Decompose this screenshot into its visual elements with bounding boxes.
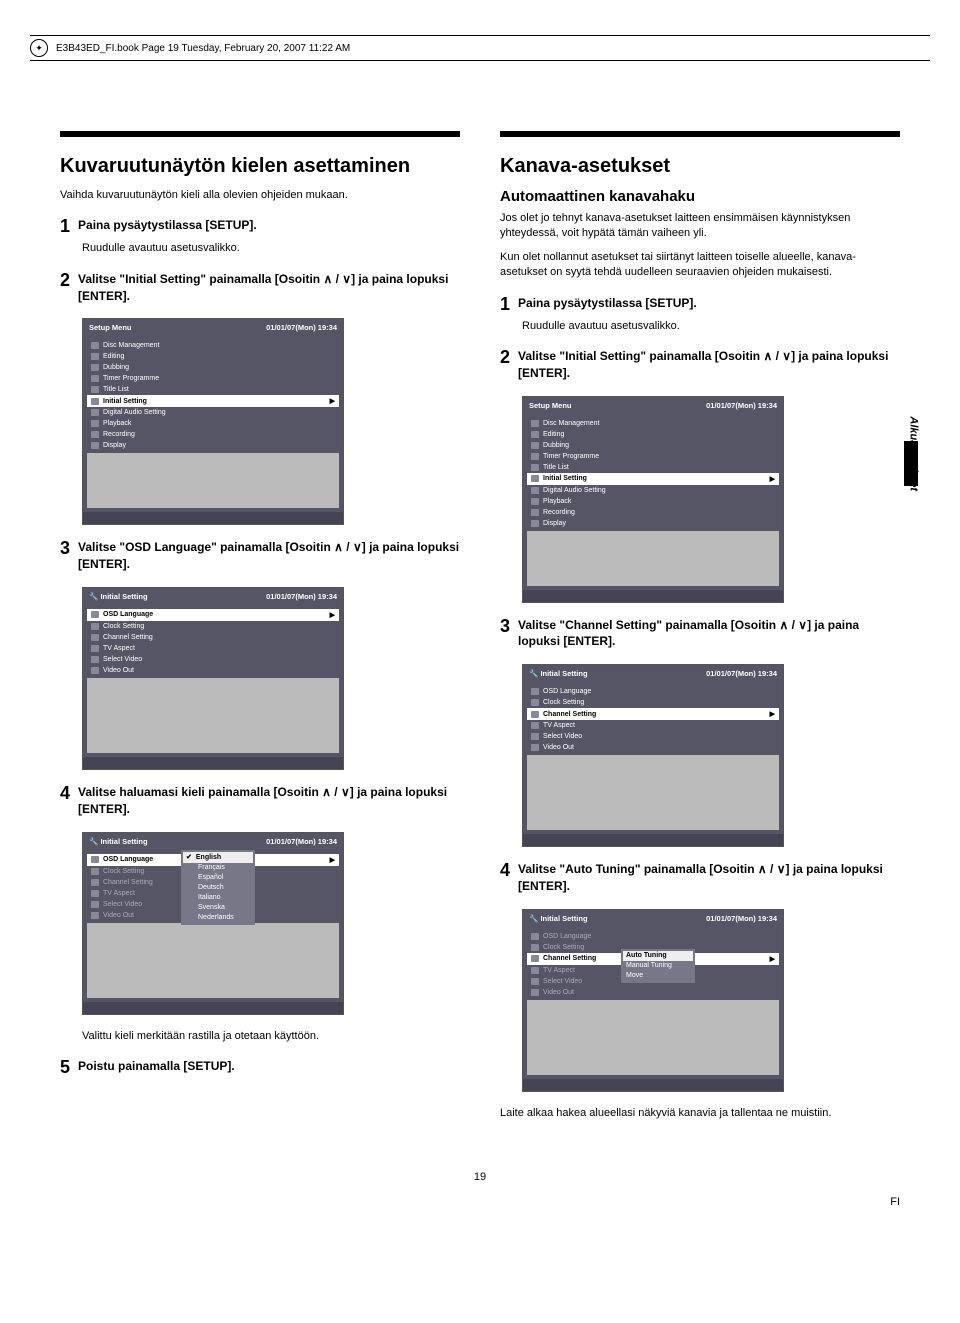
menu-item: Display: [527, 518, 779, 529]
step-number: 2: [500, 348, 510, 366]
menu-item: Disc Management: [527, 418, 779, 429]
step-text: Valitse "Initial Setting" painamalla [Os…: [518, 348, 900, 382]
step-number: 4: [60, 784, 70, 802]
step-number: 3: [500, 617, 510, 635]
side-tab-label: Alkuasetukset: [908, 416, 920, 491]
step-number: 1: [60, 217, 70, 235]
arrow-up-icon: ∧: [779, 618, 788, 632]
divider: [60, 131, 460, 137]
menu-item: Title List: [527, 462, 779, 473]
menu-item: Digital Audio Setting: [527, 485, 779, 496]
menu-item: OSD Language▶: [87, 609, 339, 621]
step-number: 2: [60, 271, 70, 289]
step-number: 3: [60, 539, 70, 557]
step-text: Paina pysäytystilassa [SETUP].: [78, 217, 460, 234]
arrow-up-icon: ∧: [334, 540, 343, 554]
initial-setting-figure-tuning: 🔧 Initial Setting01/01/07(Mon) 19:34 OSD…: [522, 909, 784, 1092]
setup-menu-figure-right: Setup Menu01/01/07(Mon) 19:34 Disc Manag…: [522, 396, 784, 603]
divider: [500, 131, 900, 137]
arrow-up-icon: ∧: [763, 349, 772, 363]
menu-item: OSD Language: [527, 931, 779, 942]
caption: Valittu kieli merkitään rastilla ja otet…: [82, 1029, 460, 1044]
right-p1: Jos olet jo tehnyt kanava-asetukset lait…: [500, 211, 900, 242]
right-subheading: Automaattinen kanavahaku: [500, 188, 900, 205]
initial-setting-figure-channel: 🔧 Initial Setting01/01/07(Mon) 19:34 OSD…: [522, 664, 784, 847]
tuning-option: Auto Tuning: [623, 951, 693, 961]
step-text: Valitse "Auto Tuning" painamalla [Osoiti…: [518, 861, 900, 895]
tuning-option: Manual Tuning: [623, 961, 693, 971]
menu-item: Dubbing: [87, 362, 339, 373]
menu-item: TV Aspect: [527, 720, 779, 731]
menu-item: Clock Setting: [87, 621, 339, 632]
menu-item: Editing: [527, 429, 779, 440]
menu-item: Initial Setting▶: [87, 395, 339, 407]
step-text: Valitse "OSD Language" painamalla [Osoit…: [78, 539, 460, 573]
menu-item: Select Video: [527, 731, 779, 742]
menu-item: Video Out: [527, 987, 779, 998]
menu-item: OSD Language: [527, 686, 779, 697]
menu-item: Playback: [527, 496, 779, 507]
step-number: 4: [500, 861, 510, 879]
arrow-down-icon: ∨: [341, 785, 350, 799]
menu-item: Recording: [87, 429, 339, 440]
step-text: Valitse "Initial Setting" painamalla [Os…: [78, 271, 460, 305]
menu-item: Video Out: [87, 665, 339, 676]
menu-item: Disc Management: [87, 340, 339, 351]
menu-item: Dubbing: [527, 440, 779, 451]
left-column: Kuvaruutunäytön kielen asettaminen Vaihd…: [60, 131, 460, 1131]
arrow-up-icon: ∧: [758, 862, 767, 876]
header-file-text: E3B43ED_FI.book Page 19 Tuesday, Februar…: [56, 43, 350, 54]
menu-item: Playback: [87, 418, 339, 429]
post-note: Laite alkaa hakea alueellasi näkyviä kan…: [500, 1106, 900, 1121]
tuning-option: Move: [623, 971, 693, 981]
step-number: 5: [60, 1058, 70, 1076]
menu-item: Timer Programme: [87, 373, 339, 384]
step-text: Paina pysäytystilassa [SETUP].: [518, 295, 900, 312]
right-p2: Kun olet nollannut asetukset tai siirtän…: [500, 250, 900, 281]
page-number: 19: [60, 1171, 900, 1183]
arrow-up-icon: ∧: [322, 785, 331, 799]
arrow-down-icon: ∨: [353, 540, 362, 554]
right-heading: Kanava-asetukset: [500, 155, 900, 178]
menu-item: Digital Audio Setting: [87, 407, 339, 418]
initial-setting-figure-lang: 🔧 Initial Setting01/01/07(Mon) 19:34 OSD…: [82, 832, 344, 1015]
menu-item: Editing: [87, 351, 339, 362]
menu-item: Clock Setting: [527, 697, 779, 708]
step-subtext: Ruudulle avautuu asetusvalikko.: [82, 241, 460, 256]
language-option: Italiano: [183, 893, 253, 903]
arrow-up-icon: ∧: [323, 272, 332, 286]
menu-item: Title List: [87, 384, 339, 395]
menu-item: Video Out: [527, 742, 779, 753]
arrow-down-icon: ∨: [798, 618, 807, 632]
step-number: 1: [500, 295, 510, 313]
header-ornament-left: ✦: [30, 39, 48, 57]
page-lang: FI: [890, 1196, 900, 1208]
step-text: Poistu painamalla [SETUP].: [78, 1058, 460, 1075]
step-subtext: Ruudulle avautuu asetusvalikko.: [522, 319, 900, 334]
menu-item: Initial Setting▶: [527, 473, 779, 485]
arrow-down-icon: ∨: [342, 272, 351, 286]
language-option: Deutsch: [183, 883, 253, 893]
step-text: Valitse haluamasi kieli painamalla [Osoi…: [78, 784, 460, 818]
step-text: Valitse "Channel Setting" painamalla [Os…: [518, 617, 900, 651]
arrow-down-icon: ∨: [782, 349, 791, 363]
menu-item: TV Aspect: [87, 643, 339, 654]
initial-setting-figure-osd: 🔧 Initial Setting01/01/07(Mon) 19:34 OSD…: [82, 587, 344, 770]
left-subtitle: Vaihda kuvaruutunäytön kieli alla olevie…: [60, 188, 460, 203]
language-option: Français: [183, 863, 253, 873]
menu-item: Channel Setting▶: [527, 708, 779, 720]
right-column: Kanava-asetukset Automaattinen kanavahak…: [500, 131, 900, 1131]
menu-item: Display: [87, 440, 339, 451]
menu-item: Recording: [527, 507, 779, 518]
book-header: ✦ E3B43ED_FI.book Page 19 Tuesday, Febru…: [30, 35, 930, 61]
language-option: Nederlands: [183, 913, 253, 923]
setup-menu-figure: Setup Menu01/01/07(Mon) 19:34 Disc Manag…: [82, 318, 344, 525]
language-option: Español: [183, 873, 253, 883]
menu-item: Channel Setting: [87, 632, 339, 643]
menu-item: Select Video: [87, 654, 339, 665]
language-option: ✔English: [183, 852, 253, 863]
menu-item: Timer Programme: [527, 451, 779, 462]
language-option: Svenska: [183, 903, 253, 913]
left-heading: Kuvaruutunäytön kielen asettaminen: [60, 155, 460, 178]
